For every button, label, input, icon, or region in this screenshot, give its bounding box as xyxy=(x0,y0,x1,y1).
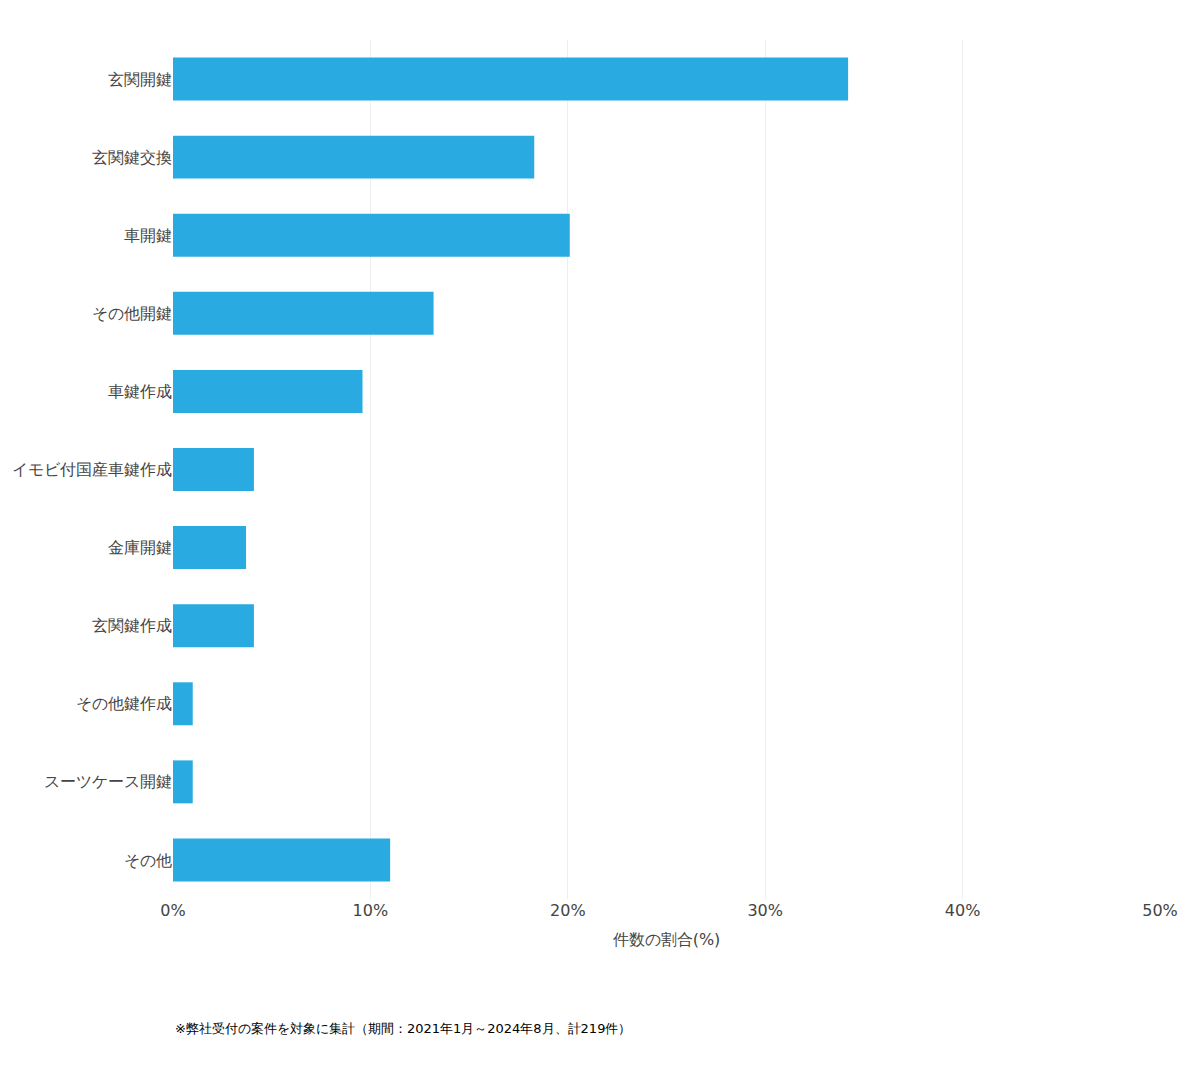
svg-text:50%: 50% xyxy=(1142,901,1178,920)
svg-text:※弊社受付の案件を対象に集計（期間：2021年1月～2024: ※弊社受付の案件を対象に集計（期間：2021年1月～2024年8月、計219件） xyxy=(175,1021,631,1036)
svg-text:20%: 20% xyxy=(550,901,586,920)
svg-text:車鍵作成: 車鍵作成 xyxy=(108,382,172,401)
svg-text:玄関開鍵: 玄関開鍵 xyxy=(108,70,172,89)
svg-text:玄関鍵作成: 玄関鍵作成 xyxy=(92,616,172,635)
svg-text:30%: 30% xyxy=(747,901,783,920)
svg-text:イモビ付国産車鍵作成: イモビ付国産車鍵作成 xyxy=(12,460,172,479)
svg-text:40%: 40% xyxy=(945,901,981,920)
svg-text:金庫開鍵: 金庫開鍵 xyxy=(108,538,172,557)
svg-text:10%: 10% xyxy=(353,901,389,920)
svg-text:車開鍵: 車開鍵 xyxy=(124,226,172,245)
svg-text:スーツケース開鍵: スーツケース開鍵 xyxy=(44,772,172,791)
svg-text:件数の割合(%): 件数の割合(%) xyxy=(613,930,721,949)
svg-text:0%: 0% xyxy=(160,901,185,920)
svg-text:玄関鍵交換: 玄関鍵交換 xyxy=(92,148,172,167)
svg-text:その他鍵作成: その他鍵作成 xyxy=(76,694,172,713)
svg-text:その他: その他 xyxy=(124,851,172,870)
svg-text:その他開鍵: その他開鍵 xyxy=(92,304,172,323)
